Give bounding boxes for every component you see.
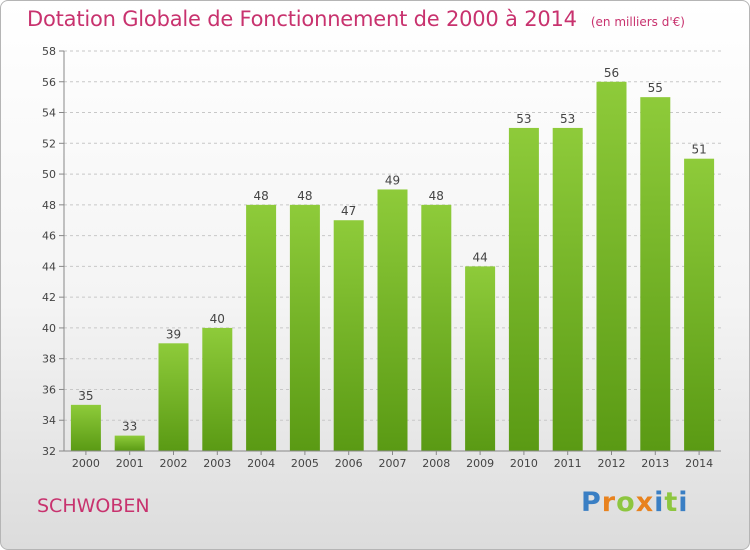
x-tick-label: 2011 <box>554 457 582 470</box>
bar-value-label: 53 <box>516 112 531 126</box>
x-tick-label: 2006 <box>335 457 363 470</box>
x-tick-label: 2003 <box>203 457 231 470</box>
x-tick-label: 2010 <box>510 457 538 470</box>
bar <box>596 81 627 452</box>
bar-value-label: 48 <box>253 189 268 203</box>
y-tick-label: 58 <box>42 45 56 58</box>
y-tick-label: 38 <box>42 353 56 366</box>
x-tick-label: 2000 <box>72 457 100 470</box>
bar <box>684 158 715 451</box>
y-tick-label: 48 <box>42 199 56 212</box>
bar-value-label: 55 <box>648 81 663 95</box>
y-tick-label: 44 <box>42 260 56 273</box>
logo-letter: i <box>678 487 689 518</box>
bar-value-label: 35 <box>78 389 93 403</box>
bar-value-label: 51 <box>691 143 706 157</box>
bar-value-label: 33 <box>122 420 137 434</box>
y-tick-label: 54 <box>42 107 56 120</box>
bar <box>421 204 452 451</box>
bar <box>640 97 671 452</box>
bar-value-label: 56 <box>604 66 619 80</box>
bar-value-label: 49 <box>385 173 400 187</box>
bar-value-label: 48 <box>297 189 312 203</box>
y-tick-label: 34 <box>42 414 56 427</box>
y-tick-label: 32 <box>42 445 56 458</box>
logo-letter: i <box>654 487 665 518</box>
x-tick-label: 2014 <box>685 457 713 470</box>
x-tick-label: 2007 <box>379 457 407 470</box>
bar <box>70 404 101 451</box>
bar-value-label: 40 <box>210 312 225 326</box>
logo-letter: o <box>616 487 636 518</box>
title-row: Dotation Globale de Fonctionnement de 20… <box>27 7 685 31</box>
commune-name: SCHWOBEN <box>37 495 150 517</box>
x-tick-label: 2004 <box>247 457 275 470</box>
bar <box>333 220 364 451</box>
y-tick-label: 36 <box>42 383 56 396</box>
y-tick-label: 46 <box>42 230 56 243</box>
bar-value-label: 39 <box>166 327 181 341</box>
bar <box>246 204 277 451</box>
x-tick-label: 2005 <box>291 457 319 470</box>
bar <box>552 127 583 451</box>
bar-value-label: 47 <box>341 204 356 218</box>
bar <box>289 204 320 451</box>
bar-value-label: 48 <box>429 189 444 203</box>
y-tick-label: 50 <box>42 168 56 181</box>
bars-layer <box>70 81 715 452</box>
x-tick-label: 2012 <box>598 457 626 470</box>
x-tick-label: 2001 <box>116 457 144 470</box>
x-tick-label: 2009 <box>466 457 494 470</box>
axis-layer: 32 34 36 38 40 42 44 46 48 50 52 54 56 58 2000 2001 2002… <box>42 45 721 470</box>
labels-layer: 35 33 39 40 48 48 47 49 48 44 53 53 56 55 51 <box>78 66 706 434</box>
x-tick-label: 2008 <box>422 457 450 470</box>
bar <box>465 266 496 451</box>
bar <box>508 127 539 451</box>
y-tick-label: 40 <box>42 322 56 335</box>
logo-letter: x <box>635 487 655 518</box>
y-tick-label: 52 <box>42 137 56 150</box>
chart-subtitle: (en milliers d'€) <box>590 15 685 29</box>
y-tick-label: 56 <box>42 76 56 89</box>
bar-value-label: 44 <box>472 250 487 264</box>
bar <box>202 327 233 451</box>
chart-title: Dotation Globale de Fonctionnement de 20… <box>27 7 577 31</box>
logo-letter: P <box>581 487 602 518</box>
x-tick-label: 2002 <box>160 457 188 470</box>
bar-value-label: 53 <box>560 112 575 126</box>
bar <box>377 189 408 451</box>
bar <box>114 435 145 451</box>
y-tick-label: 42 <box>42 291 56 304</box>
bar <box>158 343 189 451</box>
logo-letter: r <box>601 487 617 518</box>
proxiti-logo: Proxiti <box>581 487 689 518</box>
logo-letter: t <box>664 487 679 518</box>
x-tick-label: 2013 <box>641 457 669 470</box>
